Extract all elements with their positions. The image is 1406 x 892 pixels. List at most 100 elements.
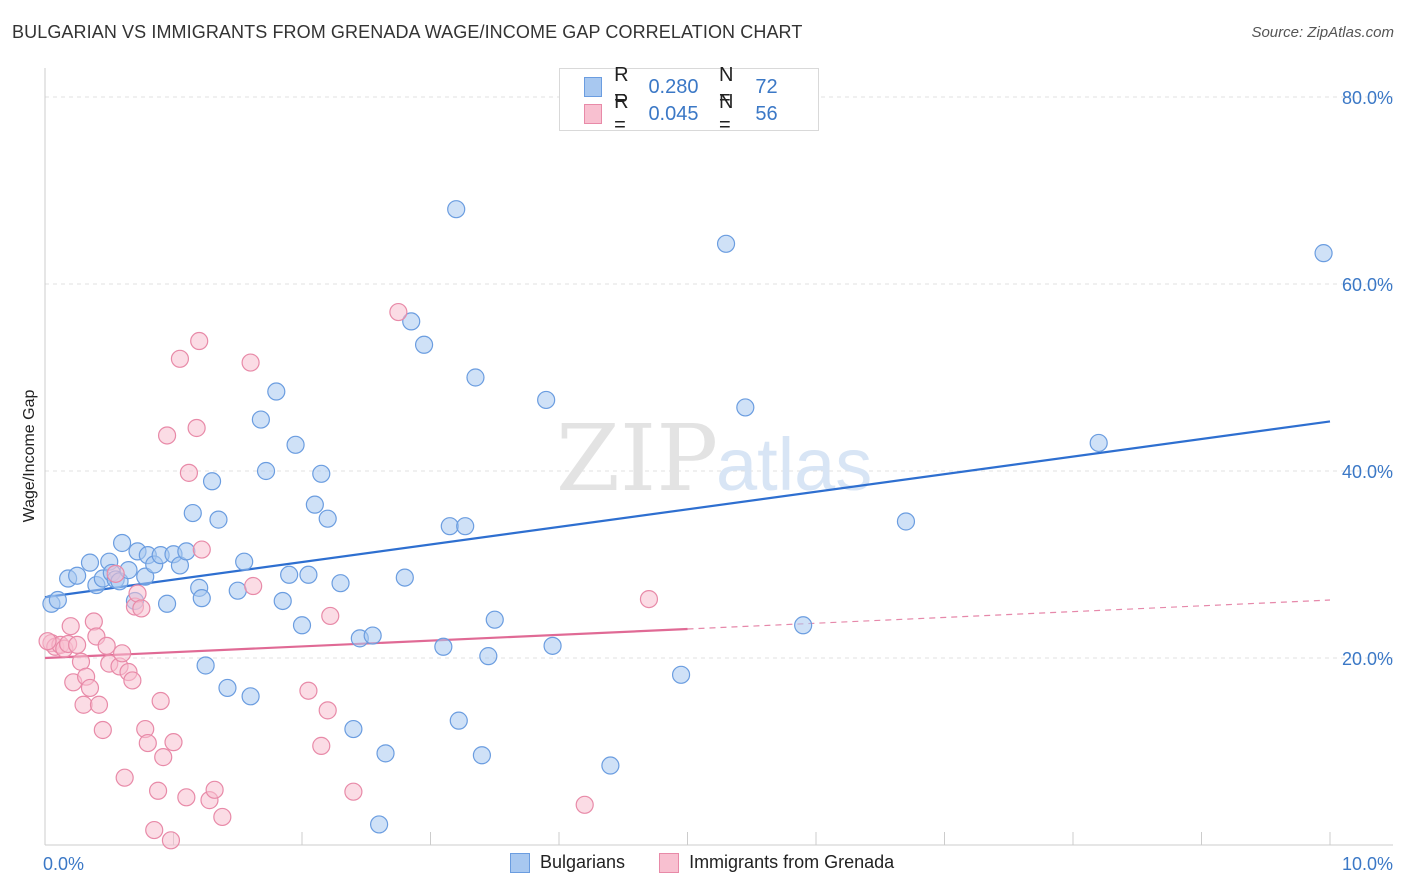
point-bulgarians [716,234,736,253]
point-grenada [170,349,190,368]
point-bulgarians [136,567,155,586]
point-bulgarians [376,744,395,763]
legend: R = 0.280 N = 72 R = 0.045 N = 56 [559,64,819,136]
point-bulgarians [68,566,87,585]
grid-lines [45,96,1393,659]
point-bulgarians [228,581,247,600]
point-grenada [639,589,659,609]
tick-labels: 20.0% 40.0% 60.0% 80.0% 0.0% 10.0% [43,88,1393,874]
point-bulgarians [736,398,755,417]
point-bulgarians [395,568,414,587]
point-bulgarians [273,591,292,611]
point-bulgarians [449,711,468,730]
legend-row-grenada: R = 0.045 N = 56 [584,91,818,136]
point-bulgarians [280,565,299,584]
y-tick-label: 40.0% [1342,462,1393,482]
point-grenada [145,820,164,840]
data-points [38,200,1333,850]
point-bulgarians [48,590,67,610]
legend-row-bulgarians: R = 0.280 N = 72 [584,64,818,109]
point-grenada [241,353,260,372]
point-grenada [187,418,206,438]
point-grenada [190,331,209,351]
point-bulgarians [414,335,434,354]
point-grenada [80,678,100,698]
point-bulgarians [241,687,260,706]
point-bulgarians [466,368,485,387]
y-tick-label: 20.0% [1342,649,1393,669]
bottom-legend-swatch-bulgarians [510,852,530,873]
bottom-legend-bulgarians: Bulgarians [510,852,625,873]
legend-n-label: N = [719,64,734,109]
point-bulgarians [312,464,331,483]
point-grenada [97,636,116,655]
point-bulgarians [434,637,453,656]
chart-title: BULGARIAN VS IMMIGRANTS FROM GRENADA WAG… [12,22,803,42]
point-bulgarians [299,565,318,584]
point-bulgarians [292,616,312,635]
point-bulgarians [192,589,211,608]
x-tick-label: 0.0% [43,854,84,874]
point-bulgarians [305,495,324,514]
trendline-bulgarians [44,420,1331,599]
point-grenada [132,599,151,618]
point-grenada [164,733,183,752]
point-bulgarians [256,461,276,481]
point-grenada [177,788,196,807]
point-bulgarians [363,626,382,645]
point-bulgarians [157,594,177,613]
point-bulgarians [267,382,286,401]
point-bulgarians [209,510,228,529]
axes [44,68,1393,846]
point-bulgarians [440,517,459,536]
point-bulgarians [896,512,916,531]
point-bulgarians [794,616,813,635]
point-grenada [89,695,109,714]
point-grenada [123,671,142,690]
point-bulgarians [1314,244,1333,263]
watermark: ZIP atlas [556,405,872,512]
point-bulgarians [370,815,389,834]
point-bulgarians [1089,433,1108,453]
point-bulgarians [402,312,421,331]
bottom-legend-label: Immigrants from Grenada [689,852,895,872]
trendline-grenada-extension [687,599,1331,630]
point-grenada [154,748,173,767]
watermark-atlas: atlas [716,423,872,506]
point-grenada [93,720,112,740]
point-grenada [179,463,199,482]
point-grenada [161,831,181,850]
point-grenada [389,302,408,322]
point-grenada [61,617,80,636]
point-bulgarians [537,390,556,410]
point-grenada [38,632,57,651]
point-bulgarians [543,636,562,655]
point-bulgarians [479,647,498,666]
point-bulgarians [318,509,337,528]
point-grenada [157,426,177,445]
point-grenada [68,635,87,655]
point-bulgarians [183,503,202,523]
legend-r-value: 0.045 [648,102,699,125]
bottom-legend-swatch-grenada [659,852,680,873]
point-grenada [344,782,363,801]
bottom-legend-grenada: Immigrants from Grenada [659,852,894,873]
point-bulgarians [251,410,270,429]
bottom-legend-label: Bulgarians [540,852,626,872]
point-grenada [84,612,103,631]
legend-swatch-bulgarians [584,77,603,97]
point-bulgarians [177,542,196,561]
legend-n-value: 56 [755,102,778,125]
bottom-legend: Bulgarians Immigrants from Grenada [510,852,928,873]
point-grenada [213,807,232,827]
point-bulgarians [235,552,254,571]
point-bulgarians [456,517,475,536]
point-bulgarians [218,678,237,698]
point-bulgarians [601,756,620,775]
legend-r-value: 0.280 [648,75,699,98]
point-bulgarians [202,472,222,491]
point-bulgarians [485,610,504,629]
watermark-zip: ZIP [556,405,718,512]
point-grenada [148,781,168,800]
